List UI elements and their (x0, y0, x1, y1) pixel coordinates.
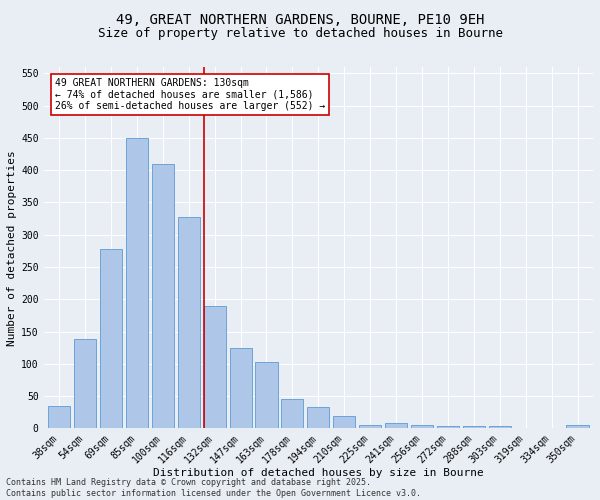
Bar (411, 425, 433, 428)
Bar (489, 426, 511, 428)
Bar (152, 164, 174, 428)
Bar (48, 406, 70, 428)
Bar (281, 400, 304, 428)
Bar (463, 426, 485, 428)
Bar (256, 362, 278, 428)
Bar (333, 416, 355, 428)
Y-axis label: Number of detached properties: Number of detached properties (7, 150, 17, 346)
Text: Contains HM Land Registry data © Crown copyright and database right 2025.
Contai: Contains HM Land Registry data © Crown c… (6, 478, 421, 498)
Bar (437, 426, 459, 428)
Bar (74, 340, 96, 428)
Text: Size of property relative to detached houses in Bourne: Size of property relative to detached ho… (97, 28, 503, 40)
Bar (359, 424, 381, 428)
Text: 49, GREAT NORTHERN GARDENS, BOURNE, PE10 9EH: 49, GREAT NORTHERN GARDENS, BOURNE, PE10… (116, 12, 484, 26)
Bar (566, 425, 589, 428)
Bar (178, 216, 200, 428)
Bar (307, 407, 329, 428)
X-axis label: Distribution of detached houses by size in Bourne: Distribution of detached houses by size … (153, 468, 484, 478)
Bar (230, 348, 251, 428)
Bar (126, 138, 148, 428)
Bar (385, 424, 407, 428)
Bar (203, 306, 226, 428)
Bar (100, 249, 122, 428)
Text: 49 GREAT NORTHERN GARDENS: 130sqm
← 74% of detached houses are smaller (1,586)
2: 49 GREAT NORTHERN GARDENS: 130sqm ← 74% … (55, 78, 325, 111)
